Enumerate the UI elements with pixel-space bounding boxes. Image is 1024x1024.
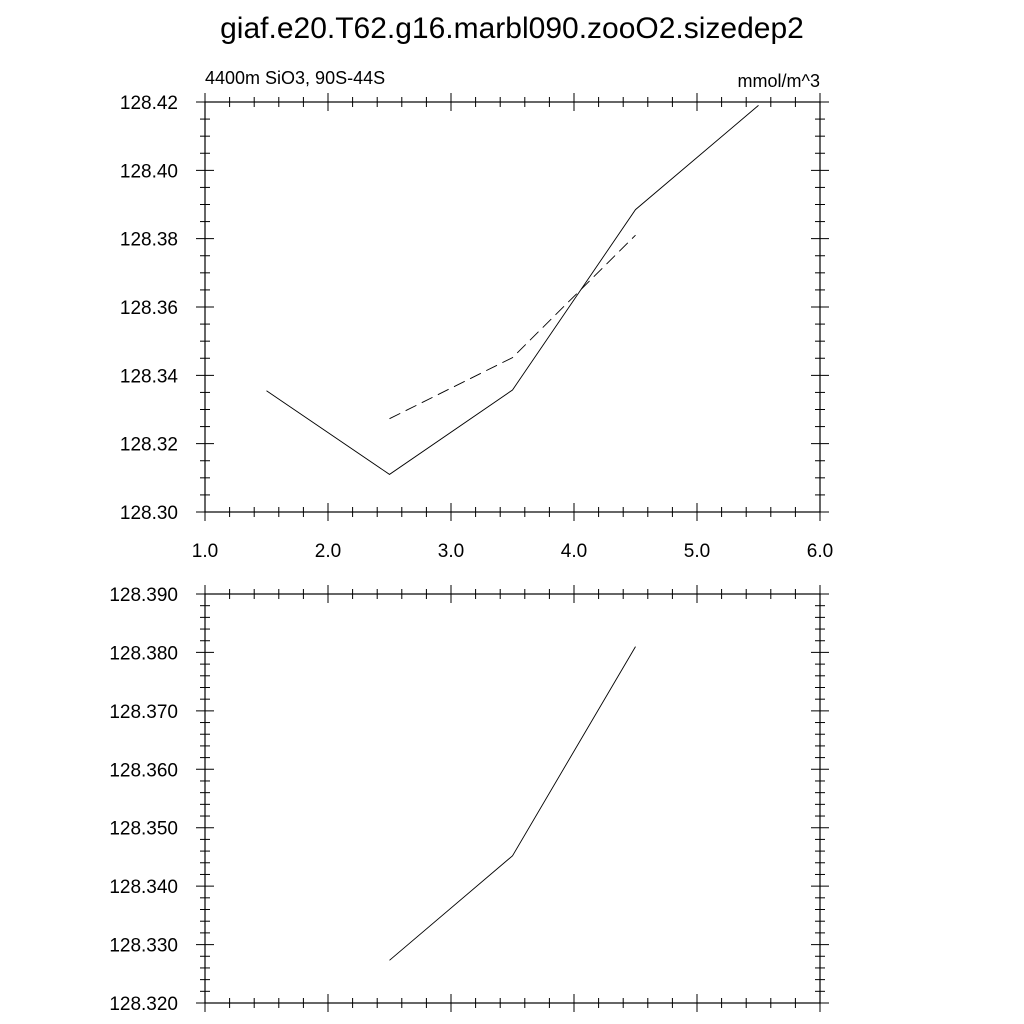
top-series-dashed-line [389,234,636,420]
top-series-solid-line [266,105,759,475]
bottom-y-tick-label: 128.330 [109,936,178,957]
top-x-tick-label: 1.0 [192,541,218,562]
top-x-tick-label: 2.0 [315,541,341,562]
top-y-tick-label: 128.36 [120,298,178,319]
top-y-tick-label: 128.42 [120,93,178,114]
bottom-series-solid-line [389,646,636,961]
panel1-units-label: mmol/m^3 [738,71,820,91]
top-plot-frame [204,101,821,513]
top-y-tick-label: 128.30 [120,503,178,524]
plot-panel-top: 1.0 2.0 3.0 4.0 5.0 6.0 128.30 128.32 128.34 128.… [120,93,833,562]
bottom-y-tick-label: 128.320 [109,994,178,1015]
bottom-y-tick-label: 128.340 [109,877,178,898]
top-y-tick-label: 128.38 [120,230,178,251]
top-x-tick-label: 3.0 [438,541,464,562]
top-y-tick-label: 128.34 [120,366,179,387]
panel1-left-label: 4400m SiO3, 90S-44S [205,68,385,88]
bottom-y-tick-label: 128.360 [109,760,178,781]
top-y-tick-label: 128.32 [120,435,178,456]
bottom-y-tick-label: 128.370 [109,702,178,723]
top-x-tick-label: 5.0 [684,541,710,562]
top-x-tick-label: 6.0 [807,541,833,562]
top-y-tick-label: 128.40 [120,161,178,182]
chart-title: giaf.e20.T62.g16.marbl090.zooO2.sizedep2 [220,12,804,45]
bottom-y-tick-label: 128.390 [109,585,178,606]
bottom-y-tick-label: 128.350 [109,819,178,840]
bottom-plot-frame [204,593,821,1004]
plot-panel-bottom: 128.320 128.330 128.340 128.350 128.360 128.3… [109,585,829,1015]
top-x-tick-label: 4.0 [561,541,587,562]
bottom-y-tick-label: 128.380 [109,643,178,664]
